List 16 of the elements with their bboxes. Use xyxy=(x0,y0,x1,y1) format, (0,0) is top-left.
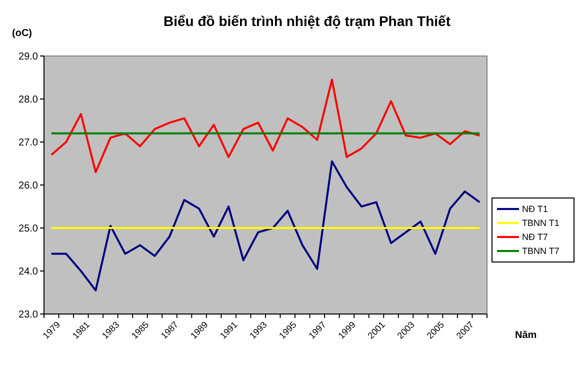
line-series xyxy=(50,160,481,292)
y-tick-label: 28.0 xyxy=(18,94,38,106)
y-tick-label: 26.0 xyxy=(18,180,38,192)
y-tick-label: 25.0 xyxy=(18,224,38,234)
y-tick-label: 27.0 xyxy=(18,138,38,148)
legend-label: NĐ T7 xyxy=(522,232,548,242)
y-tick-label: 23.0 xyxy=(18,310,38,320)
y-axis-title: (oC) xyxy=(12,28,32,39)
chart-title: Biểu đồ biến trình nhiệt độ trạm Phan Thiết xyxy=(164,13,451,29)
y-tick-label: 29.0 xyxy=(18,52,38,62)
y-tick-label: 24.0 xyxy=(18,266,38,278)
x-axis-title: Năm xyxy=(515,330,537,341)
legend-label: TBNN T1 xyxy=(522,218,560,228)
line-series xyxy=(50,78,481,174)
legend-label: TBNN T7 xyxy=(522,246,560,256)
legend-label: NĐ T1 xyxy=(522,204,548,214)
